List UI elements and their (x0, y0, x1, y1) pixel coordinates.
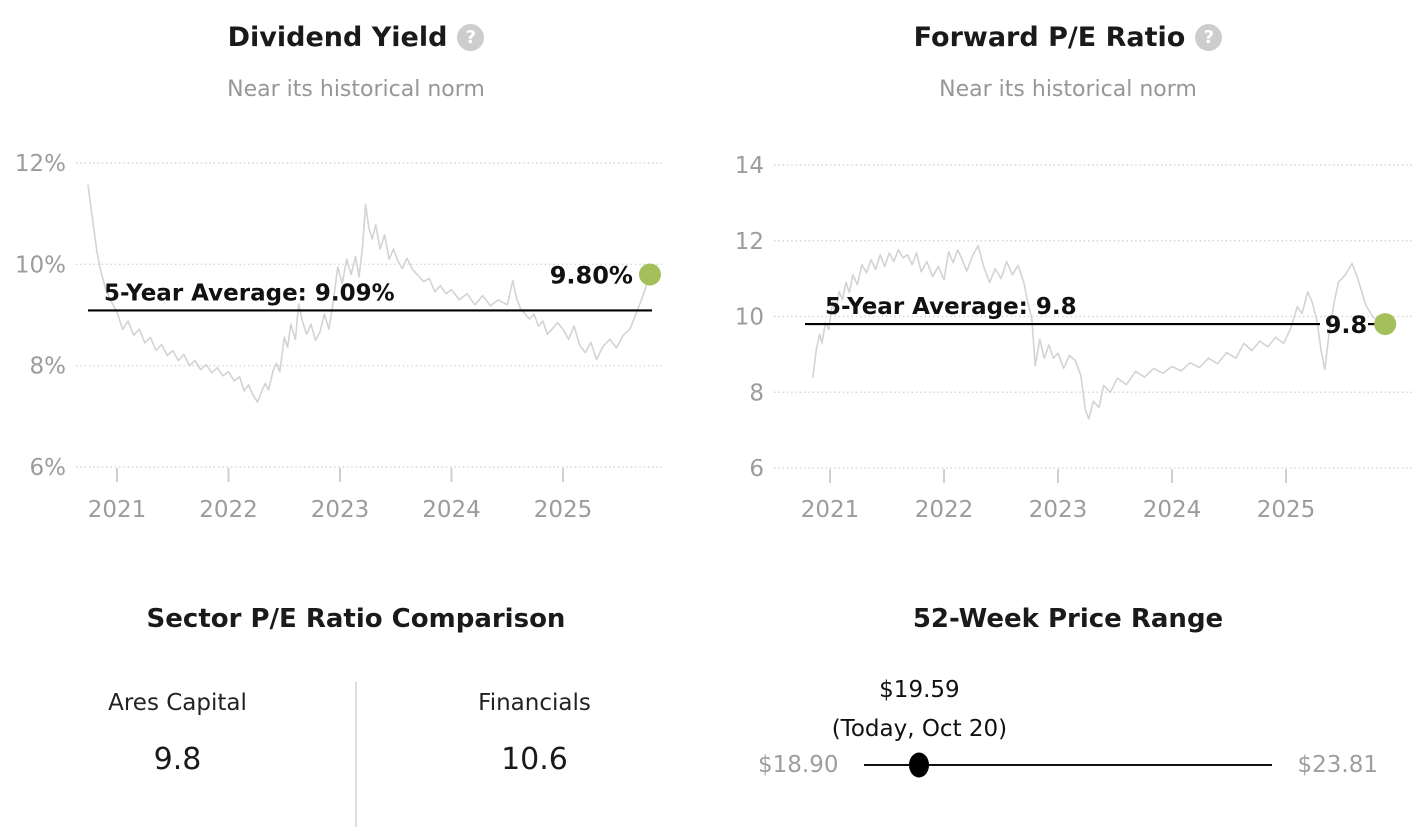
svg-text:2023: 2023 (1029, 497, 1088, 523)
range-high-label: $23.81 (1297, 752, 1378, 778)
svg-text:2022: 2022 (199, 497, 258, 523)
forward-pe-panel: Forward P/E Ratio ? Near its historical … (712, 0, 1424, 580)
sector-label: Financials (478, 690, 591, 716)
sector-comparison-sector: Financials 10.6 (357, 682, 712, 827)
price-range-slider: $18.90 $19.59 (Today, Oct 20) $23.81 (712, 677, 1424, 778)
range-low-label: $18.90 (758, 752, 839, 778)
dividend-yield-chart: 12% 10% 8% 6% 2021 2022 2023 2024 2025 5-Year Ave… (15, 151, 662, 523)
vertical-divider (355, 682, 357, 827)
svg-text:5-Year Average: 9.09%: 5-Year Average: 9.09% (104, 280, 395, 306)
company-label: Ares Capital (108, 690, 247, 716)
svg-text:12: 12 (735, 229, 764, 255)
svg-text:6: 6 (749, 456, 764, 482)
svg-text:14: 14 (735, 153, 764, 179)
svg-text:2024: 2024 (422, 497, 481, 523)
svg-text:10: 10 (735, 305, 764, 331)
forward-pe-subtitle: Near its historical norm (939, 77, 1197, 102)
svg-text:8%: 8% (30, 354, 67, 380)
svg-text:9.80%: 9.80% (550, 261, 633, 289)
current-price-date: (Today, Oct 20) (831, 716, 1008, 743)
svg-text:5-Year Average: 9.8: 5-Year Average: 9.8 (825, 294, 1077, 320)
sector-comparison-company: Ares Capital 9.8 (0, 682, 355, 827)
forward-pe-header: Forward P/E Ratio ? (712, 0, 1424, 53)
svg-text:2023: 2023 (311, 497, 370, 523)
svg-text:9.8: 9.8 (1325, 311, 1368, 339)
sector-comparison-body: Ares Capital 9.8 Financials 10.6 (0, 682, 712, 827)
current-price-block: $19.59 (Today, Oct 20) (832, 671, 1007, 750)
dividend-yield-panel: Dividend Yield ? Near its historical nor… (0, 0, 712, 580)
price-range-panel: 52-Week Price Range $18.90 $19.59 (Today… (712, 580, 1424, 834)
sector-pe-value: 10.6 (501, 742, 568, 777)
svg-text:12%: 12% (15, 151, 66, 177)
sector-comparison-panel: Sector P/E Ratio Comparison Ares Capital… (0, 580, 712, 834)
svg-text:8: 8 (749, 380, 764, 406)
svg-text:2021: 2021 (88, 497, 147, 523)
question-mark-icon[interactable]: ? (457, 24, 485, 51)
svg-text:2025: 2025 (1257, 497, 1316, 523)
forward-pe-title: Forward P/E Ratio (913, 22, 1186, 53)
svg-text:2021: 2021 (801, 497, 860, 523)
forward-pe-chart: 14 12 10 8 6 2021 2022 2023 2024 2025 5-Year Avera… (735, 153, 1412, 523)
dividend-yield-title: Dividend Yield (227, 22, 448, 53)
price-range-title: 52-Week Price Range (912, 604, 1224, 634)
range-track: $19.59 (Today, Oct 20) (832, 677, 1272, 778)
svg-text:2025: 2025 (534, 497, 593, 523)
svg-text:6%: 6% (30, 455, 67, 481)
sector-comparison-title: Sector P/E Ratio Comparison (146, 604, 566, 634)
current-price-dot (909, 752, 930, 778)
svg-text:2022: 2022 (915, 497, 974, 523)
question-mark-icon[interactable]: ? (1195, 24, 1223, 51)
svg-text:2024: 2024 (1143, 497, 1202, 523)
dividend-yield-header: Dividend Yield ? (0, 0, 712, 53)
svg-text:10%: 10% (15, 252, 66, 278)
company-pe-value: 9.8 (153, 742, 202, 777)
current-price: $19.59 (879, 676, 960, 703)
dividend-yield-subtitle: Near its historical norm (227, 77, 485, 102)
